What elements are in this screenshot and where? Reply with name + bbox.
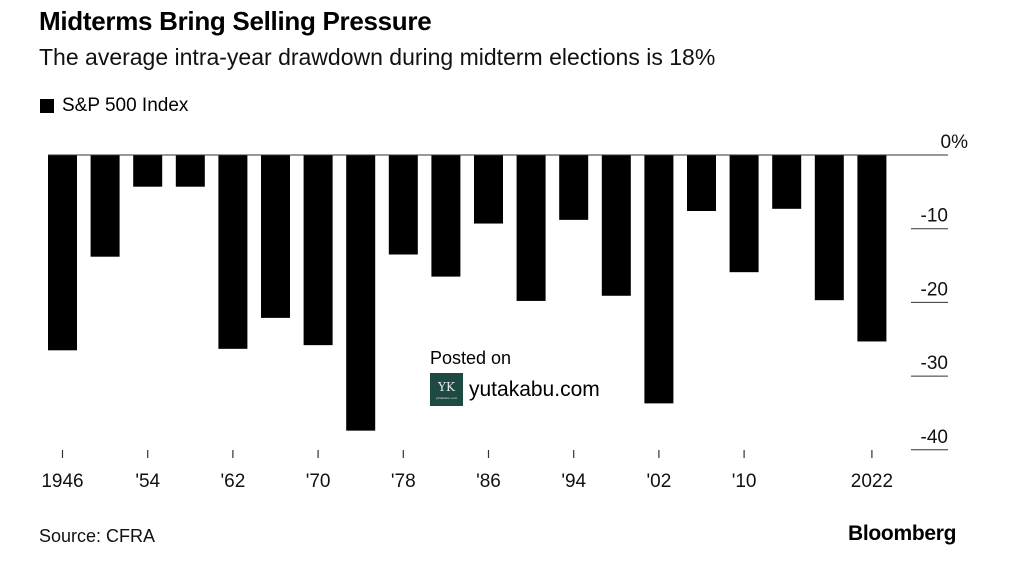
logo-small-text: yutakabu.com xyxy=(435,395,458,400)
bar-1998 xyxy=(601,155,631,296)
x-tick-label: '86 xyxy=(476,471,501,492)
y-tick-label: 0% xyxy=(941,132,969,153)
bar-2010 xyxy=(729,155,759,273)
bar-2006 xyxy=(687,155,716,212)
legend-swatch-icon xyxy=(40,99,54,113)
bar-2014 xyxy=(772,155,802,209)
legend-label: S&P 500 Index xyxy=(62,95,189,116)
y-tick-label: -20 xyxy=(921,279,948,300)
source-note: Source: CFRA xyxy=(39,526,156,546)
bar-1994 xyxy=(559,155,589,220)
bar-1990 xyxy=(516,155,546,301)
x-tick-label: '94 xyxy=(561,471,586,492)
legend: S&P 500 Index xyxy=(40,95,188,117)
x-tick-label: '54 xyxy=(135,471,160,492)
y-tick-label: -10 xyxy=(921,206,948,227)
x-tick-label: '10 xyxy=(732,471,757,492)
watermark-posted-on: Posted on xyxy=(430,348,512,368)
y-tick-label: -40 xyxy=(921,427,948,448)
x-tick-label: '62 xyxy=(221,471,246,492)
chart-title: Midterms Bring Selling Pressure xyxy=(39,6,432,36)
yutakabu-logo-icon: YK yutakabu.com xyxy=(430,373,463,406)
logo-glyph: YK xyxy=(438,379,455,394)
y-tick-label: -30 xyxy=(921,353,948,374)
bar-1962 xyxy=(218,155,248,349)
bar-1978 xyxy=(388,155,418,255)
x-tick-label: 1946 xyxy=(41,471,83,492)
bar-1982 xyxy=(431,155,461,277)
bar-1946 xyxy=(48,155,77,351)
bar-1986 xyxy=(474,155,503,224)
bar-1950 xyxy=(90,155,120,257)
bar-2018 xyxy=(814,155,844,301)
chart-subtitle: The average intra-year drawdown during m… xyxy=(39,44,716,70)
x-tick-label: '78 xyxy=(391,471,416,492)
x-tick-label: '70 xyxy=(306,471,331,492)
watermark: Posted on YK yutakabu.com yutakabu.com xyxy=(430,348,600,406)
bar-1954 xyxy=(133,155,163,187)
watermark-site: yutakabu.com xyxy=(469,377,600,401)
bar-2002 xyxy=(644,155,674,404)
bar-1970 xyxy=(303,155,333,346)
x-tick-label: '02 xyxy=(647,471,672,492)
x-tick-label: 2022 xyxy=(851,471,893,492)
bar-1966 xyxy=(261,155,290,318)
bar-2022 xyxy=(857,155,887,342)
bloomberg-logo: Bloomberg xyxy=(848,522,957,545)
bar-1974 xyxy=(346,155,376,431)
bar-1958 xyxy=(175,155,205,187)
